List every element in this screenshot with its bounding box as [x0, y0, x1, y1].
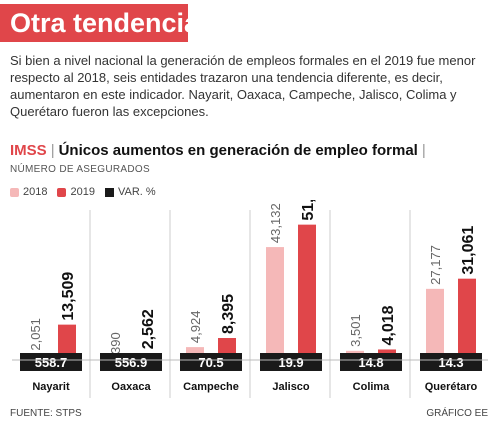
category-label-colima: Colima	[353, 381, 391, 393]
legend-label-2018: 2018	[23, 186, 48, 198]
legend-item-var: VAR. %	[104, 186, 156, 198]
var-box-nayarit	[20, 353, 82, 371]
legend-item-2018: 2018	[10, 186, 47, 198]
category-label-jalisco: Jalisco	[272, 381, 310, 393]
bar-2019-queretaro	[458, 278, 476, 360]
var-label-nayarit: 558.7	[35, 355, 68, 370]
legend-item-2019: 2019	[57, 186, 95, 198]
var-label-oaxaca: 556.9	[115, 355, 148, 370]
value-label-2018-nayarit: 2,051	[28, 318, 43, 351]
value-label-2019-nayarit: 13,509	[60, 272, 77, 321]
category-label-nayarit: Nayarit	[32, 381, 70, 393]
category-label-queretaro: Querétaro	[425, 381, 478, 393]
bar-2019-jalisco	[298, 224, 316, 360]
chart-legend: 2018 2019 VAR. %	[10, 186, 166, 198]
chart-title: Únicos aumentos en generación de empleo …	[58, 142, 418, 159]
chart-subtitle: NÚMERO DE ASEGURADOS	[10, 164, 150, 175]
bar-2018-jalisco	[266, 247, 284, 360]
heading-separator: |	[50, 142, 55, 159]
var-label-queretaro: 14.3	[438, 355, 463, 370]
var-box-jalisco	[260, 353, 322, 371]
category-label-oaxaca: Oaxaca	[111, 381, 151, 393]
var-label-colima: 14.8	[358, 355, 383, 370]
var-box-queretaro	[420, 353, 482, 371]
value-label-2019-queretaro: 31,061	[460, 226, 477, 275]
var-box-campeche	[180, 353, 242, 371]
var-label-jalisco: 19.9	[278, 355, 303, 370]
value-label-2019-colima: 4,018	[380, 305, 397, 345]
var-label-campeche: 70.5	[198, 355, 223, 370]
bar-2019-nayarit	[58, 324, 76, 360]
var-box-colima	[340, 353, 402, 371]
heading-trailing-separator: |	[421, 142, 426, 159]
value-label-2018-colima: 3,501	[348, 314, 363, 347]
value-label-2018-oaxaca: 390	[108, 332, 123, 354]
page-title: Otra tendencia	[0, 4, 199, 42]
var-box-oaxaca	[100, 353, 162, 371]
legend-swatch-2018	[10, 187, 19, 197]
value-label-2018-campeche: 4,924	[188, 311, 203, 344]
value-label-2019-jalisco: 51,699	[300, 200, 317, 221]
value-label-2019-oaxaca: 2,562	[140, 309, 157, 349]
legend-label-2019: 2019	[70, 186, 95, 198]
footer-credit: GRÁFICO EE	[426, 408, 488, 419]
category-label-campeche: Campeche	[183, 381, 239, 393]
chart-source-label: IMSS	[10, 142, 47, 159]
bar-2018-queretaro	[426, 288, 444, 360]
chart-heading: IMSS | Únicos aumentos en generación de em…	[10, 142, 430, 159]
intro-paragraph: Si bien a nivel nacional la generación d…	[10, 53, 476, 119]
legend-swatch-2019	[57, 187, 67, 197]
legend-swatch-var	[104, 187, 114, 197]
value-label-2018-jalisco: 43,132	[268, 203, 283, 243]
legend-label-var: VAR. %	[117, 186, 156, 198]
footer-source: FUENTE: STPS	[10, 408, 82, 419]
bar-chart: 2,051 13,509 558.7 Nayarit 390 2,562 556.9 Oaxa…	[12, 200, 488, 398]
value-label-2019-campeche: 8,395	[220, 294, 237, 334]
value-label-2018-queretaro: 27,177	[428, 245, 443, 285]
